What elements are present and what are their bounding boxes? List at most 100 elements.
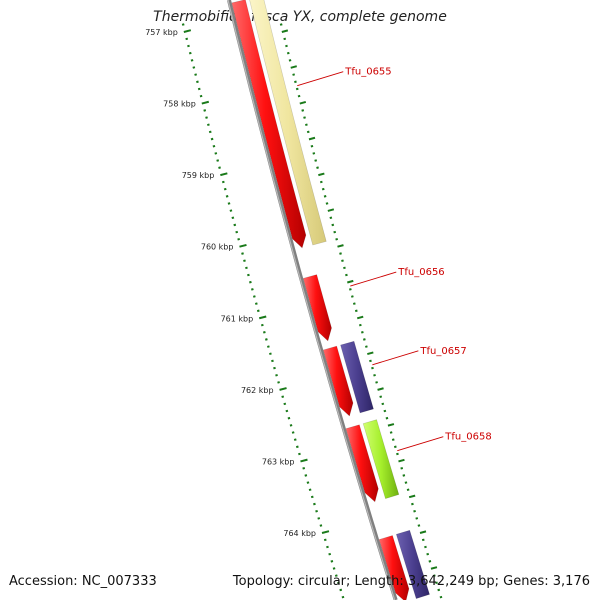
scale-tick <box>287 416 291 420</box>
scale-tick <box>337 581 340 585</box>
scale-tick <box>408 494 416 499</box>
scale-tick <box>333 230 337 234</box>
scale-tick <box>304 474 308 477</box>
scale-tick <box>334 574 338 577</box>
gene-label[interactable]: Tfu_0655 <box>344 67 391 78</box>
scale-label: 764 kbp <box>283 529 316 538</box>
gene-label-leader <box>372 350 419 366</box>
scale-tick <box>288 59 292 62</box>
scale-tick <box>201 100 210 105</box>
gene-label[interactable]: Tfu_0658 <box>444 432 491 443</box>
scale-tick <box>279 23 283 26</box>
scale-tick <box>299 101 307 105</box>
scale-tick <box>379 395 383 398</box>
scale-tick <box>297 94 301 98</box>
scale-tick <box>254 302 258 305</box>
scale-tick <box>220 172 228 177</box>
scale-tick <box>314 159 318 162</box>
scale-tick <box>323 195 327 198</box>
scale-label: 759 kbp <box>182 171 215 180</box>
gene-label[interactable]: Tfu_0656 <box>397 267 444 278</box>
gene-labels: Tfu_0655 Tfu_0656 Tfu_0657 Tfu_0658 <box>297 67 492 452</box>
scale-tick <box>295 87 299 91</box>
scale-tick <box>331 223 335 227</box>
scale-tick <box>356 315 364 320</box>
scale-tick <box>281 395 285 398</box>
scale-tick <box>325 202 329 205</box>
scale-tick <box>221 180 225 184</box>
scale-tick <box>315 509 318 513</box>
scale-tick <box>207 123 210 127</box>
scale-tick <box>285 44 288 48</box>
scale-tick <box>231 216 235 220</box>
scale-tick <box>214 152 218 155</box>
cds-arrow <box>302 274 332 342</box>
scale-tick <box>389 431 393 434</box>
scale-tick <box>301 109 305 112</box>
scale-tick <box>398 458 405 463</box>
scale-tick <box>428 560 432 563</box>
scale-tick <box>360 331 364 334</box>
scale-tick <box>249 280 252 284</box>
scale-tick <box>271 359 274 363</box>
topology-text: Topology: circular; Length: 3,642,249 bp… <box>232 574 590 589</box>
scale-tick <box>216 159 220 162</box>
scale-label: 760 kbp <box>201 243 234 252</box>
scale-tick <box>223 187 227 191</box>
scale-tick <box>302 467 306 470</box>
scale-tick <box>300 458 308 463</box>
scale-tick <box>396 452 399 456</box>
scale-tick <box>319 524 323 527</box>
scale-tick <box>323 538 327 542</box>
scale-tick <box>303 116 306 119</box>
scale-tick <box>381 402 385 406</box>
scale-tick <box>205 116 208 119</box>
scale-tick <box>203 109 207 112</box>
scale-tick <box>415 517 419 520</box>
scale-tick <box>286 51 290 55</box>
scale-tick <box>243 259 246 262</box>
scale-tick <box>275 373 278 377</box>
scale-tick <box>237 237 241 241</box>
feature-block <box>340 340 374 414</box>
scale-tick <box>187 44 190 48</box>
scale-tick <box>321 187 325 191</box>
scale-tick <box>435 581 438 585</box>
scale-tick <box>289 424 293 427</box>
scale-tick <box>208 130 212 134</box>
scale-tick <box>252 295 256 298</box>
scale-tick <box>185 37 189 41</box>
scale-tick <box>197 87 201 91</box>
feature-block <box>249 0 327 246</box>
scale-tick <box>317 517 321 520</box>
scale-tick <box>229 209 233 212</box>
scale-tick <box>339 252 342 255</box>
scale-tick <box>312 152 316 155</box>
scale-tick <box>291 431 295 434</box>
scale-tick <box>365 345 368 348</box>
scale-tick <box>330 560 334 563</box>
scale-tick <box>329 216 333 220</box>
scale-tick <box>350 295 354 298</box>
scale-tick <box>245 266 248 270</box>
scale-tick <box>348 288 352 291</box>
scale-tick <box>279 387 287 391</box>
scale-tick <box>277 381 280 384</box>
scale-tick <box>347 279 354 284</box>
scale-tick <box>341 595 345 599</box>
scale-tick <box>293 438 297 441</box>
scale-tick <box>310 495 314 499</box>
gene-label[interactable]: Tfu_0657 <box>419 346 466 357</box>
scale-label: 763 kbp <box>262 457 295 466</box>
backbone-highlight <box>227 0 396 600</box>
scale-tick <box>426 552 430 556</box>
scale-tick <box>385 416 389 420</box>
scale-tick <box>285 409 289 413</box>
scale-tick <box>188 51 192 55</box>
scale-tick <box>262 331 266 334</box>
scale-tick <box>343 266 346 270</box>
scale-tick <box>283 402 287 406</box>
scale-tick <box>225 195 229 198</box>
scale-tick <box>362 338 366 341</box>
scale-tick <box>183 29 192 33</box>
